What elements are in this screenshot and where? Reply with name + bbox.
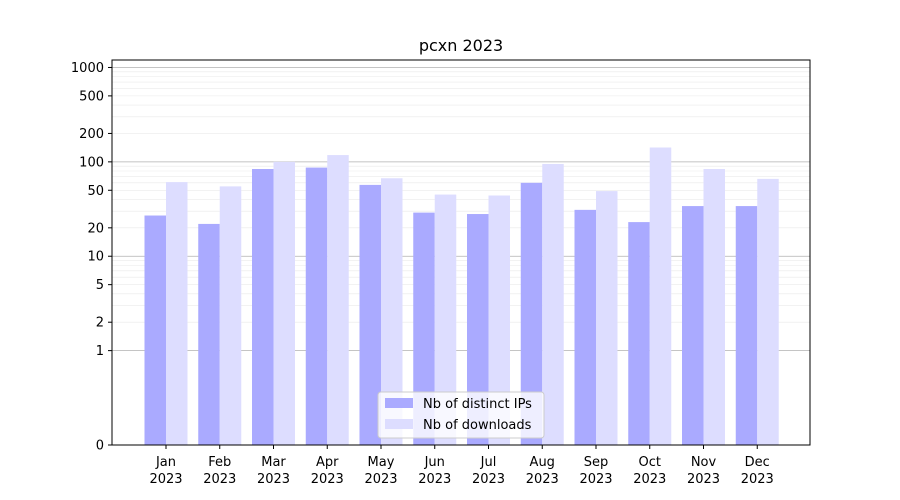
x-tick-label-line: 2023 (364, 472, 397, 487)
bar-downloads (166, 182, 188, 445)
bar-distinct-ips (413, 212, 435, 445)
x-tick-label: Feb 2023 (203, 455, 236, 487)
bar-distinct-ips (467, 214, 489, 445)
bar-distinct-ips (520, 182, 543, 445)
bar-downloads (381, 178, 403, 445)
y-tick-label: 10 (87, 250, 104, 265)
bar-downloads (596, 191, 618, 445)
bar-distinct-ips (574, 209, 596, 445)
x-tick-label-line: May (368, 455, 395, 470)
x-tick-label: Jun 2023 (418, 455, 451, 487)
bar-distinct-ips (735, 206, 758, 445)
y-tick-label: 1000 (71, 61, 104, 76)
bar-downloads (434, 194, 457, 445)
legend-box (377, 391, 545, 439)
x-tick-label-line: 2023 (687, 472, 720, 487)
x-tick-label-line: 2023 (418, 472, 451, 487)
x-tick-label: Apr 2023 (311, 455, 344, 487)
bar-distinct-ips (628, 222, 650, 445)
bar-downloads (327, 155, 349, 445)
plot-frame (111, 59, 811, 446)
x-tick-label: Sep 2023 (579, 455, 612, 487)
y-tick-label: 2 (96, 316, 104, 331)
x-tick-label-line: Sep (584, 455, 609, 470)
bar-distinct-ips (305, 167, 328, 445)
legend-swatch (385, 398, 413, 408)
bar-downloads (757, 178, 779, 445)
legend-label: Nb of distinct IPs (423, 397, 532, 412)
bar-distinct-ips (252, 169, 274, 445)
x-tick-label: Oct 2023 (633, 455, 666, 487)
y-tick-label: 500 (79, 89, 104, 104)
x-axis: Jan 2023 Feb 2023 Mar 2023 Apr 2023 May 2023 Jun 20… (149, 445, 774, 487)
x-tick-label-line: Nov (691, 455, 717, 470)
bar-downloads (703, 169, 725, 445)
legend-label: Nb of downloads (423, 418, 532, 433)
legend: Nb of distinct IPs Nb of downloads (377, 391, 545, 439)
y-tick-label: 50 (87, 184, 104, 199)
x-tick-label: Jan 2023 (149, 455, 182, 487)
chart-title: pcxn 2023 (419, 36, 503, 55)
x-tick-label-line: Dec (745, 455, 770, 470)
y-axis: 0 1 2 5 10 20 50 100 200 500 1000 (71, 61, 112, 454)
x-tick-label-line: Jul (480, 455, 497, 470)
x-tick-label-line: 2023 (257, 472, 290, 487)
bar-distinct-ips (682, 206, 704, 445)
x-tick-label-line: Jun (424, 455, 445, 470)
x-tick-label-line: Aug (530, 455, 555, 470)
x-tick-label-line: 2023 (741, 472, 774, 487)
y-tick-label: 5 (96, 278, 104, 293)
x-tick-label-line: 2023 (579, 472, 612, 487)
y-tick-label: 20 (87, 221, 104, 236)
x-tick-label: Dec 2023 (741, 455, 774, 487)
bar-distinct-ips (144, 215, 166, 445)
y-tick-label: 0 (96, 439, 104, 454)
x-tick-label-line: 2023 (203, 472, 236, 487)
bar-downloads (273, 161, 295, 445)
x-tick-label-line: Feb (208, 455, 231, 470)
x-tick-label-line: Apr (316, 455, 339, 470)
bar-downloads (488, 195, 510, 445)
x-tick-label-line: Oct (639, 455, 661, 470)
x-tick-label-line: Mar (261, 455, 286, 470)
x-tick-label-line: 2023 (633, 472, 666, 487)
bar-downloads (542, 163, 564, 445)
x-tick-label: Jul 2023 (472, 455, 505, 487)
y-tick-label: 100 (79, 155, 104, 170)
x-tick-label-line: 2023 (472, 472, 505, 487)
x-tick-label-line: Jan (155, 455, 176, 470)
x-tick-label: May 2023 (364, 455, 397, 487)
x-tick-label-line: 2023 (311, 472, 344, 487)
bar-distinct-ips (198, 223, 220, 445)
legend-swatch (385, 419, 413, 429)
x-tick-label: Nov 2023 (687, 455, 720, 487)
x-tick-label: Aug 2023 (526, 455, 559, 487)
bars-layer (144, 147, 779, 446)
x-tick-label-line: 2023 (526, 472, 559, 487)
y-tick-label: 200 (79, 127, 104, 142)
y-tick-label: 1 (96, 344, 104, 359)
x-tick-label-line: 2023 (149, 472, 182, 487)
bar-distinct-ips (359, 184, 381, 446)
bar-downloads (219, 186, 242, 445)
x-tick-label: Mar 2023 (257, 455, 290, 487)
bar-downloads (649, 147, 672, 445)
